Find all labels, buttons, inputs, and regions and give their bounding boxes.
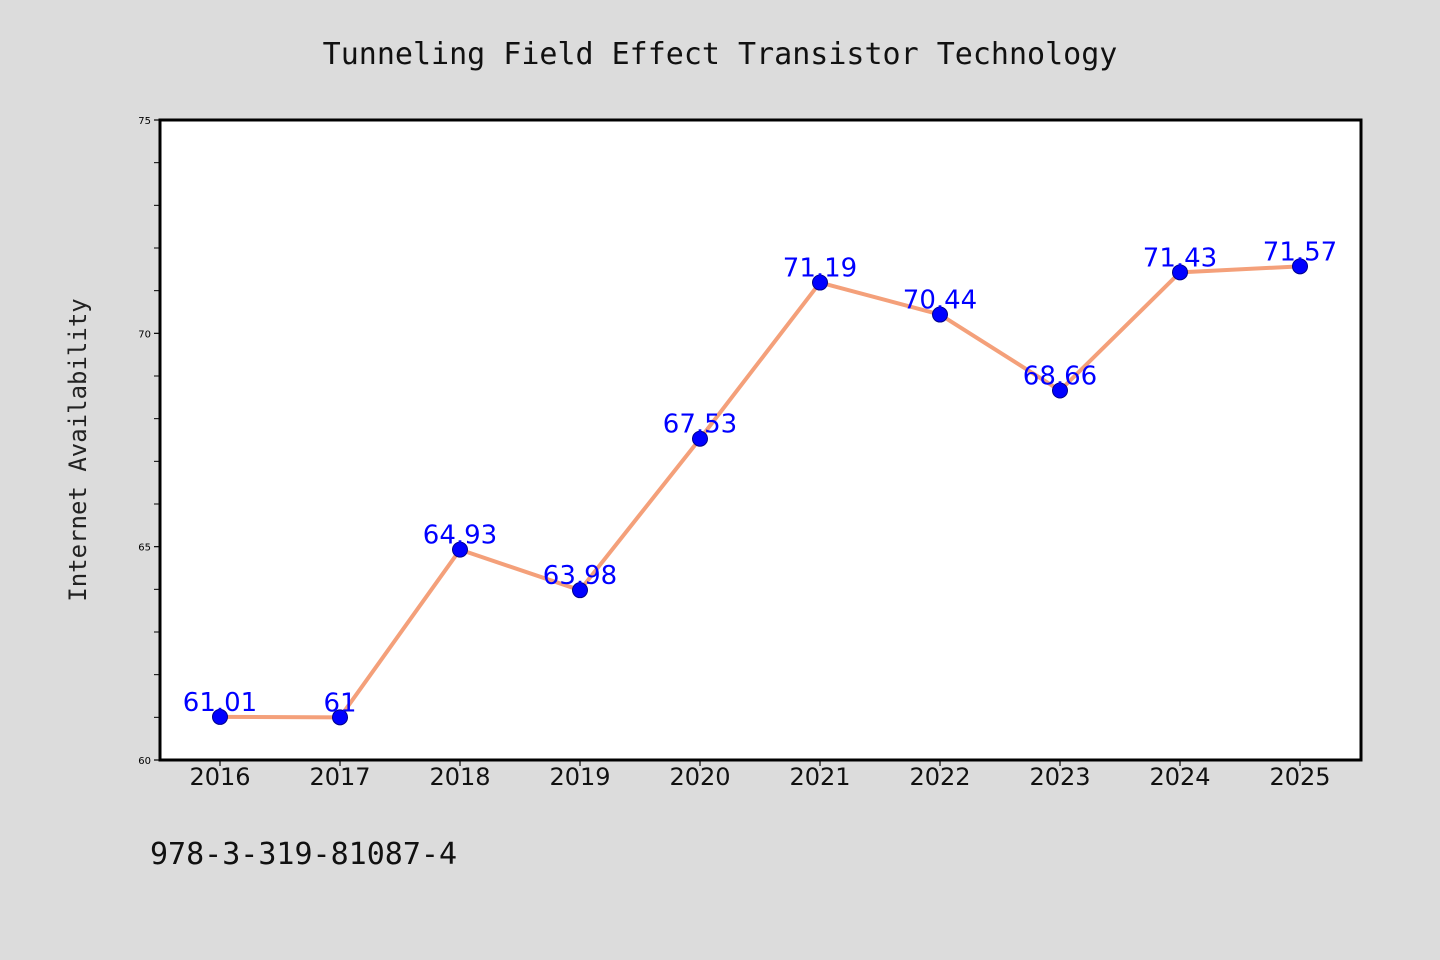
chart-title: Tunneling Field Effect Transistor Techno… <box>323 37 1118 72</box>
data-label: 64.93 <box>423 521 497 551</box>
y-axis-ticks: 60 65 70 75 <box>138 116 160 767</box>
data-label: 71.57 <box>1263 237 1337 267</box>
data-label: 61 <box>323 688 356 718</box>
data-label: 71.43 <box>1143 243 1217 273</box>
x-axis-ticks: 2016 2017 2018 2019 2020 2021 2022 2023 2024 2025 <box>189 760 1331 791</box>
y-tick-label: 60 <box>138 756 151 767</box>
x-tick-label: 2017 <box>309 763 370 791</box>
x-tick-label: 2016 <box>189 763 250 791</box>
data-label: 63.98 <box>543 561 617 591</box>
data-label: 67.53 <box>663 410 737 440</box>
x-tick-label: 2019 <box>549 763 610 791</box>
plot-area <box>158 118 1363 762</box>
data-point <box>572 582 588 599</box>
y-tick-label: 70 <box>138 329 151 340</box>
data-label: 71.19 <box>783 254 857 284</box>
data-label: 61.01 <box>183 688 257 718</box>
data-point <box>212 708 228 725</box>
footer-code: 978-3-319-81087-4 <box>150 837 457 872</box>
data-point <box>932 306 948 323</box>
x-tick-label: 2023 <box>1029 763 1090 791</box>
data-point <box>452 541 468 558</box>
x-tick-label: 2021 <box>789 763 850 791</box>
y-axis-label: Internet Availability <box>64 298 92 601</box>
series-line <box>218 264 1302 720</box>
data-point <box>1172 264 1188 281</box>
x-tick-label: 2020 <box>669 763 730 791</box>
data-label: 68.66 <box>1023 362 1097 392</box>
data-point <box>332 709 348 726</box>
y-tick-label: 65 <box>138 543 151 554</box>
series-group: 61.01 61 64.93 63.98 67.53 71.19 70.44 68.66 71.… <box>183 237 1337 726</box>
x-tick-label: 2024 <box>1149 763 1210 791</box>
y-tick-label: 75 <box>138 116 151 127</box>
x-tick-label: 2025 <box>1269 763 1330 791</box>
data-label: 70.44 <box>903 286 977 316</box>
data-point <box>1292 258 1308 275</box>
data-point <box>1052 382 1068 399</box>
x-tick-label: 2018 <box>429 763 490 791</box>
data-point <box>692 430 708 447</box>
x-tick-label: 2022 <box>909 763 970 791</box>
data-point <box>812 274 828 291</box>
